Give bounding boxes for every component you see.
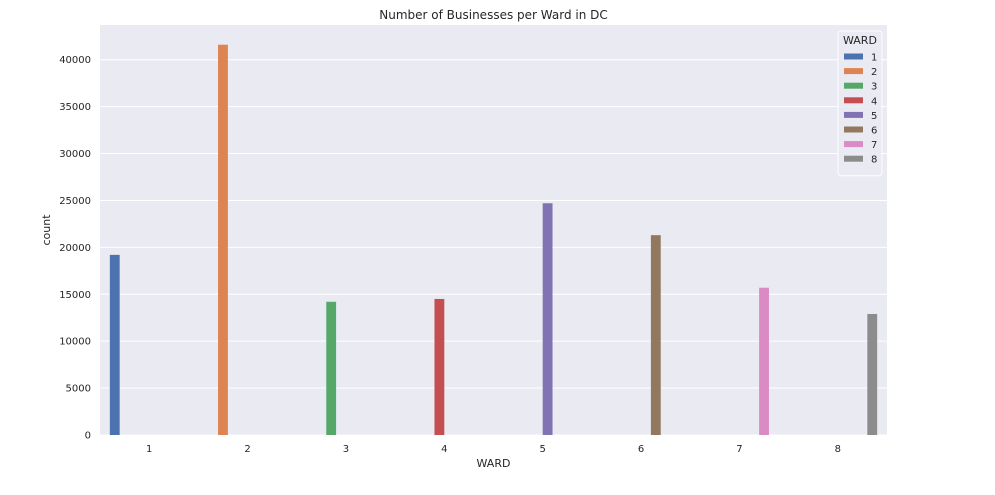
legend-title: WARD	[843, 34, 877, 47]
legend-swatch	[844, 141, 863, 148]
x-tick-label: 2	[244, 444, 250, 455]
legend-label: 6	[871, 126, 877, 137]
y-axis-ticks: 0 5000 10000 15000 20000 25000 30000 35000 40000	[59, 55, 91, 441]
x-tick-label: 5	[540, 444, 546, 455]
x-tick-label: 3	[343, 444, 349, 455]
bar-ward-2	[218, 44, 228, 436]
y-tick-label: 10000	[59, 337, 91, 348]
legend-swatch	[844, 53, 863, 60]
legend: WARD 1 2 3 4 5 6 7 8	[837, 30, 883, 177]
y-tick-label: 0	[85, 431, 91, 442]
y-axis-label: count	[40, 214, 53, 246]
legend-swatch	[844, 97, 863, 104]
chart-title: Number of Businesses per Ward in DC	[379, 8, 608, 22]
y-tick-label: 40000	[59, 55, 91, 66]
legend-items: 1 2 3 4 5 6 7 8	[844, 53, 877, 166]
legend-swatch	[844, 111, 863, 118]
legend-swatch	[844, 82, 863, 89]
bar-ward-3	[326, 301, 337, 435]
legend-label: 1	[871, 53, 877, 64]
x-tick-label: 6	[638, 444, 644, 455]
x-tick-label: 4	[441, 444, 447, 455]
legend-label: 8	[871, 155, 877, 166]
legend-label: 4	[871, 96, 877, 107]
y-tick-label: 5000	[66, 384, 91, 395]
legend-box	[837, 30, 883, 177]
y-tick-label: 30000	[59, 149, 91, 160]
grid-lines	[100, 59, 887, 436]
bars	[109, 44, 878, 436]
x-axis-label: WARD	[477, 457, 511, 470]
legend-swatch	[844, 68, 863, 75]
bar-ward-4	[434, 298, 445, 435]
bar-ward-1	[109, 254, 120, 435]
y-tick-label: 35000	[59, 102, 91, 113]
legend-swatch	[844, 126, 863, 133]
x-tick-label: 7	[736, 444, 742, 455]
y-tick-label: 20000	[59, 243, 91, 254]
y-tick-label: 25000	[59, 196, 91, 207]
legend-label: 5	[871, 111, 877, 122]
legend-swatch	[844, 155, 863, 162]
x-tick-label: 8	[835, 444, 841, 455]
legend-label: 2	[871, 67, 877, 78]
bar-ward-6	[650, 235, 661, 435]
plot-area	[100, 25, 887, 435]
x-axis-ticks: 1 2 3 4 5 6 7 8	[146, 444, 841, 455]
bar-ward-8	[867, 313, 878, 435]
y-tick-label: 15000	[59, 290, 91, 301]
bar-ward-5	[542, 203, 553, 435]
legend-label: 3	[871, 82, 877, 93]
x-tick-label: 1	[146, 444, 152, 455]
bar-ward-7	[759, 287, 769, 435]
legend-label: 7	[871, 140, 877, 151]
